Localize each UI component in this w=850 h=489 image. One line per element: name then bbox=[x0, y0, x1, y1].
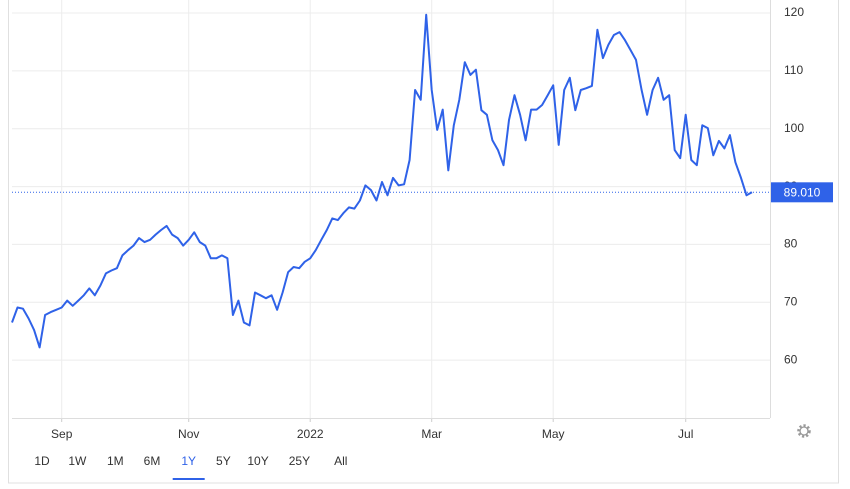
gear-teeth bbox=[797, 424, 811, 438]
y-tick-label: 110 bbox=[784, 63, 803, 77]
plot bbox=[11, 13, 770, 349]
selected-underline bbox=[172, 478, 205, 480]
axes: 60708090100110120SepNov2022MarMayJul89.0… bbox=[12, 0, 833, 441]
y-tick-label: 70 bbox=[784, 294, 798, 308]
current-value-box bbox=[771, 182, 833, 203]
range-button[interactable]: All bbox=[334, 454, 347, 468]
current-value-label: 89.010 bbox=[784, 185, 821, 199]
y-tick-label: 60 bbox=[784, 352, 798, 366]
settings-icon[interactable] bbox=[797, 424, 811, 438]
widget-border bbox=[8, 0, 839, 484]
gear-ring bbox=[799, 426, 809, 436]
x-tick-label: May bbox=[542, 427, 565, 441]
y-tick-label: 120 bbox=[784, 5, 804, 19]
x-tick-label: Mar bbox=[421, 427, 442, 441]
y-tick-label: 100 bbox=[784, 121, 804, 135]
grid bbox=[12, 0, 770, 418]
x-tick-label: Sep bbox=[51, 427, 73, 441]
range-button[interactable]: 10Y bbox=[247, 454, 268, 468]
range-button[interactable]: 1D bbox=[34, 454, 50, 468]
range-button[interactable]: 5Y bbox=[216, 454, 231, 468]
x-tick-label: 2022 bbox=[297, 427, 324, 441]
range-controls: 1D 1W 1M 6M 1Y 5Y 10Y 25Y All bbox=[34, 454, 347, 480]
range-button[interactable]: 6M bbox=[144, 454, 161, 468]
x-tick-label: Nov bbox=[178, 427, 199, 441]
range-button[interactable]: 25Y bbox=[289, 454, 310, 468]
range-button[interactable]: 1W bbox=[68, 454, 87, 468]
range-button[interactable]: 1Y bbox=[181, 454, 196, 468]
y-tick-label: 80 bbox=[784, 237, 798, 251]
range-button[interactable]: 1M bbox=[107, 454, 124, 468]
x-tick-label: Jul bbox=[678, 427, 693, 441]
price-line bbox=[11, 13, 753, 349]
